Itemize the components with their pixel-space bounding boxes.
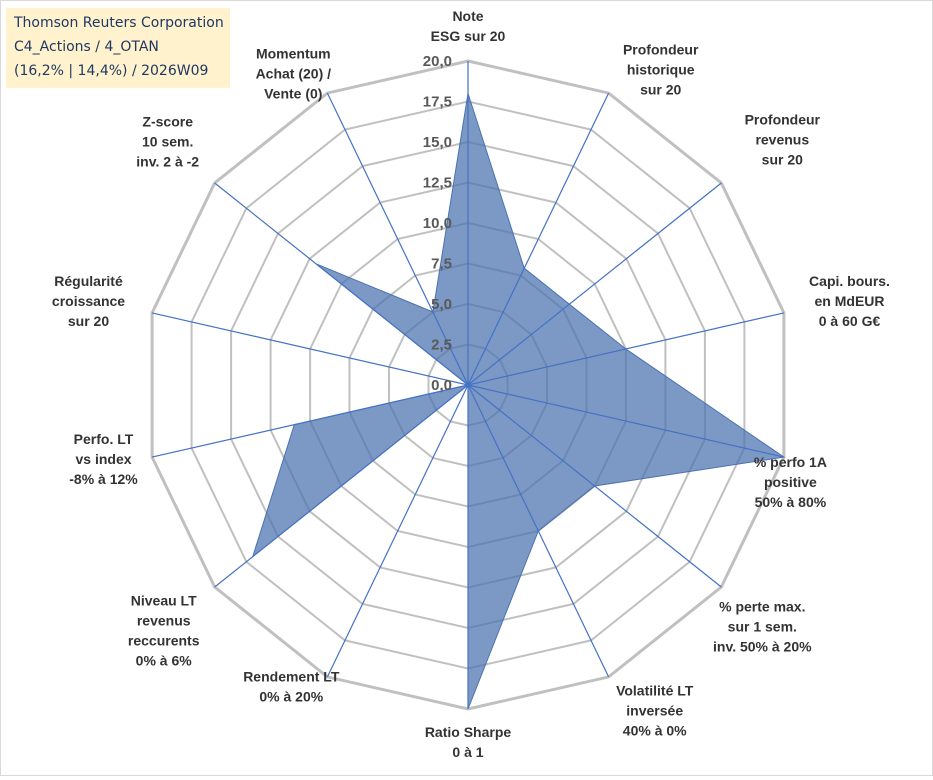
axis-label-line: sur 20 [762, 151, 803, 167]
axis-label-line: % perfo 1A [754, 454, 827, 470]
axis-label-line: revenus [137, 613, 191, 629]
axis-label-line: Z-score [142, 113, 193, 129]
tick-label: 17,5 [423, 94, 452, 111]
axis-label-line: ESG sur 20 [431, 28, 506, 44]
company-name: Thomson Reuters Corporation [14, 11, 224, 35]
axis-label-line: historique [627, 62, 695, 78]
axis-label-line: Note [452, 8, 483, 24]
axis-label-line: 0 à 60 G€ [819, 313, 881, 329]
axis-label-line: positive [764, 474, 817, 490]
axis-label: Volatilité LT inversée 40% à 0% [616, 683, 694, 739]
tick-label: 0,0 [431, 377, 452, 394]
axis-label: % perte max. sur 1 sem. inv. 50% à 20% [713, 599, 812, 655]
axis-label: Profondeur historique sur 20 [623, 42, 699, 98]
axis-label-line: vs index [75, 451, 131, 467]
tick-label: 2,5 [431, 337, 452, 354]
axis-label-line: 40% à 0% [623, 723, 687, 739]
axis-label-line: Capi. bours. [809, 273, 890, 289]
axis-label-line: en MdEUR [815, 293, 885, 309]
axis-label-line: Volatilité LT [616, 683, 694, 699]
axis-label-line: Profondeur [623, 42, 699, 58]
tick-label: 7,5 [431, 256, 452, 273]
axis-label: Niveau LT revenus reccurents 0% à 6% [128, 593, 200, 669]
axis-label: Note ESG sur 20 [431, 8, 506, 44]
info-box: Thomson Reuters Corporation C4_Actions /… [6, 8, 230, 88]
portfolio-name: C4_Actions / 4_OTAN [14, 35, 224, 59]
axis-label-line: Perfo. LT [74, 431, 134, 447]
axis-label-line: 0 à 1 [452, 744, 483, 760]
axis-label-line: croissance [52, 293, 125, 309]
axis-label-line: -8% à 12% [69, 471, 138, 487]
axis-label-line: Vente (0) [264, 86, 322, 102]
portfolio-stats: (16,2% | 14,4%) / 2026W09 [14, 59, 224, 83]
tick-label: 5,0 [431, 296, 452, 313]
axis-label-line: Rendement LT [243, 669, 340, 685]
axis-label-line: 0% à 6% [136, 653, 193, 669]
axis-label-line: revenus [755, 131, 809, 147]
axis-label: Momentum Achat (20) / Vente (0) [256, 46, 332, 102]
axis-label-line: Momentum [256, 46, 331, 62]
axis-label: Ratio Sharpe 0 à 1 [425, 724, 512, 760]
axis-label: Capi. bours. en MdEUR 0 à 60 G€ [809, 273, 890, 329]
tick-label: 20,0 [423, 53, 452, 70]
axis-label-line: 50% à 80% [755, 494, 827, 510]
axis-label-line: Achat (20) / [256, 66, 332, 82]
tick-label: 15,0 [423, 134, 452, 151]
tick-label: 12,5 [423, 175, 452, 192]
axis-label-line: Régularité [54, 273, 123, 289]
axis-label-line: inversée [626, 703, 683, 719]
axis-label-line: reccurents [128, 633, 200, 649]
axis-label-line: Profondeur [745, 111, 821, 127]
axis-label-line: sur 20 [640, 82, 681, 98]
axis-label-line: Niveau LT [131, 593, 197, 609]
axis-label-line: Ratio Sharpe [425, 724, 512, 740]
axis-label-line: sur 20 [68, 313, 109, 329]
axis-label-line: sur 1 sem. [728, 619, 797, 635]
axis-label: Perfo. LT vs index -8% à 12% [69, 431, 138, 487]
axis-label-line: 0% à 20% [259, 689, 323, 705]
axis-label-line: inv. 2 à -2 [136, 153, 199, 169]
axis-label: Z-score 10 sem. inv. 2 à -2 [136, 113, 199, 169]
axis-label-line: 10 sem. [142, 133, 193, 149]
tick-label: 10,0 [423, 215, 452, 232]
axis-label: Rendement LT 0% à 20% [243, 669, 340, 705]
axis-label-line: inv. 50% à 20% [713, 639, 812, 655]
axis-label: Régularité croissance sur 20 [52, 273, 125, 329]
axis-label: Profondeur revenus sur 20 [745, 111, 821, 167]
axis-label-line: % perte max. [719, 599, 805, 615]
axis-label: % perfo 1A positive 50% à 80% [754, 454, 827, 510]
